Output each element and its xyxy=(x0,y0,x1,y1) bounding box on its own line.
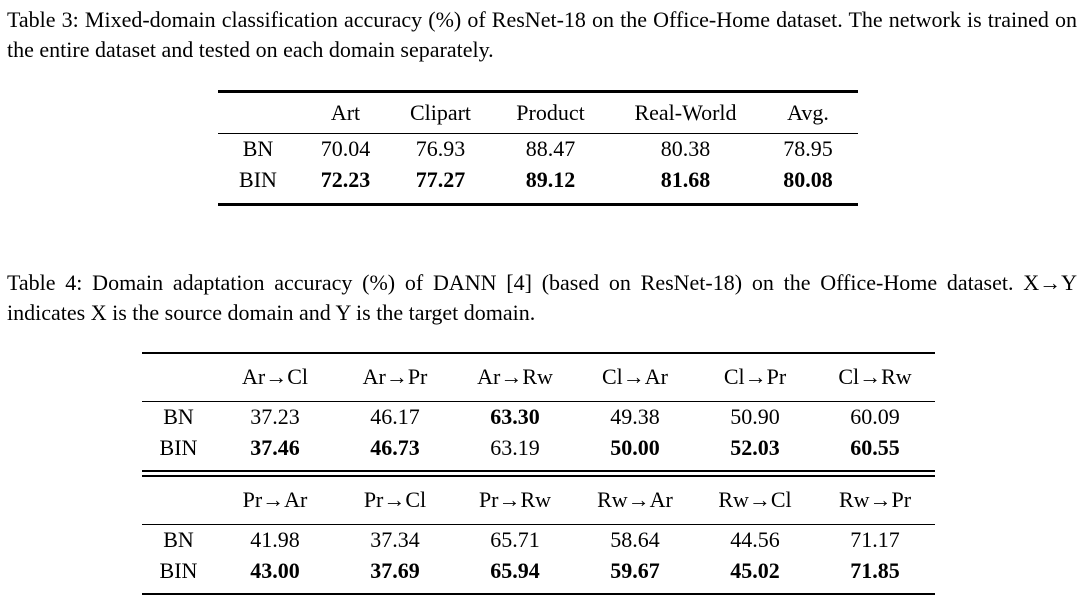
value-cell: 77.27 xyxy=(415,167,466,192)
row-label: BN xyxy=(163,404,194,429)
table3: Art Clipart Product Real-World Avg. BN 70.04 76… xyxy=(218,90,858,206)
value-cell: 71.17 xyxy=(850,527,900,552)
column-header: Pr→Ar xyxy=(242,487,308,512)
header-row: Ar→Cl Ar→Pr Ar→Rw Cl→Ar Cl→Pr Cl→Rw xyxy=(142,353,935,402)
row-label: BIN xyxy=(159,435,198,460)
table4-block2-grid: Pr→Ar Pr→Cl Pr→Rw Rw→Ar Rw→Cl Rw→Pr BN 41.98 37.… xyxy=(142,477,935,595)
value-cell: 89.12 xyxy=(525,167,576,192)
table4-caption: Table 4: Domain adaptation accuracy (%) … xyxy=(7,270,1077,325)
value-cell: 80.38 xyxy=(660,136,711,161)
value-cell: 78.95 xyxy=(783,136,833,161)
column-header: Rw→Ar xyxy=(597,487,673,512)
row-label-header-empty xyxy=(142,353,215,402)
value-cell: 45.02 xyxy=(730,558,780,583)
data-row: BIN 37.46 46.73 63.19 50.00 52.03 60.55 xyxy=(142,433,935,470)
row-label: BIN xyxy=(239,167,277,192)
data-row: BN 41.98 37.34 65.71 58.64 44.56 71.17 xyxy=(142,525,935,557)
header-row: Art Clipart Product Real-World Avg. xyxy=(218,92,858,134)
value-cell: 52.03 xyxy=(730,435,780,460)
data-row: BN 70.04 76.93 88.47 80.38 78.95 xyxy=(218,134,858,166)
column-header: Cl→Ar xyxy=(602,364,668,389)
data-row: BIN 72.23 77.27 89.12 81.68 80.08 xyxy=(218,165,858,205)
column-header: Avg. xyxy=(787,100,829,125)
value-cell: 50.90 xyxy=(730,404,780,429)
value-cell: 60.55 xyxy=(850,435,900,460)
column-header: Rw→Cl xyxy=(718,487,792,512)
value-cell: 44.56 xyxy=(730,527,780,552)
value-cell: 80.08 xyxy=(783,167,833,192)
value-cell: 71.85 xyxy=(850,558,900,583)
column-header: Real-World xyxy=(634,100,737,125)
double-rule-divider xyxy=(142,470,935,477)
table4: Ar→Cl Ar→Pr Ar→Rw Cl→Ar Cl→Pr Cl→Rw BN 37.23 46.… xyxy=(142,352,935,595)
column-header: Ar→Pr xyxy=(362,364,428,389)
value-cell: 88.47 xyxy=(525,136,576,161)
value-cell: 37.69 xyxy=(370,558,420,583)
value-cell: 70.04 xyxy=(320,136,371,161)
row-label: BN xyxy=(242,136,274,161)
value-cell: 59.67 xyxy=(610,558,660,583)
value-cell: 63.19 xyxy=(490,435,540,460)
table4-block1-grid: Ar→Cl Ar→Pr Ar→Rw Cl→Ar Cl→Pr Cl→Rw BN 37.23 46.… xyxy=(142,352,935,470)
data-row: BIN 43.00 37.69 65.94 59.67 45.02 71.85 xyxy=(142,556,935,594)
value-cell: 46.73 xyxy=(370,435,420,460)
row-label: BN xyxy=(163,527,194,552)
column-header: Ar→Rw xyxy=(477,364,553,389)
row-label-header-empty xyxy=(142,477,215,525)
column-header: Art xyxy=(330,100,361,125)
value-cell: 63.30 xyxy=(490,404,540,429)
value-cell: 72.23 xyxy=(320,167,371,192)
value-cell: 37.46 xyxy=(250,435,300,460)
value-cell: 58.64 xyxy=(610,527,660,552)
value-cell: 81.68 xyxy=(660,167,711,192)
column-header: Pr→Cl xyxy=(363,487,427,512)
table3-caption: Table 3: Mixed-domain classification acc… xyxy=(7,7,1077,62)
value-cell: 60.09 xyxy=(850,404,900,429)
value-cell: 46.17 xyxy=(370,404,420,429)
value-cell: 37.23 xyxy=(250,404,300,429)
value-cell: 65.71 xyxy=(490,527,540,552)
value-cell: 49.38 xyxy=(610,404,660,429)
value-cell: 41.98 xyxy=(250,527,300,552)
value-cell: 76.93 xyxy=(415,136,466,161)
column-header: Ar→Cl xyxy=(242,364,308,389)
row-label-header-empty xyxy=(218,92,298,134)
column-header: Cl→Pr xyxy=(723,364,787,389)
table3-grid: Art Clipart Product Real-World Avg. BN 70.04 76… xyxy=(218,90,858,206)
column-header: Product xyxy=(516,100,585,125)
value-cell: 65.94 xyxy=(490,558,540,583)
header-row: Pr→Ar Pr→Cl Pr→Rw Rw→Ar Rw→Cl Rw→Pr xyxy=(142,477,935,525)
row-label: BIN xyxy=(159,558,198,583)
column-header: Rw→Pr xyxy=(838,487,912,512)
column-header: Pr→Rw xyxy=(478,487,552,512)
value-cell: 37.34 xyxy=(370,527,420,552)
value-cell: 50.00 xyxy=(610,435,660,460)
column-header: Cl→Rw xyxy=(838,364,912,389)
value-cell: 43.00 xyxy=(250,558,300,583)
data-row: BN 37.23 46.17 63.30 49.38 50.90 60.09 xyxy=(142,402,935,434)
column-header: Clipart xyxy=(409,100,472,125)
